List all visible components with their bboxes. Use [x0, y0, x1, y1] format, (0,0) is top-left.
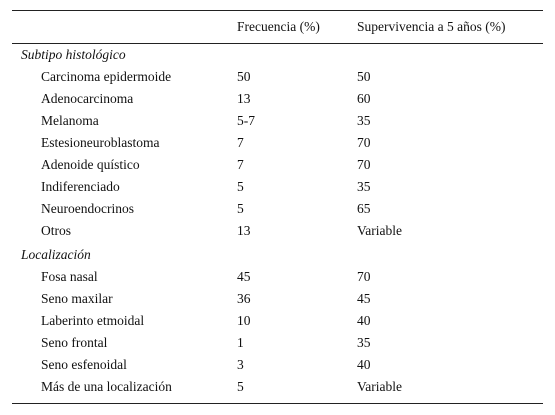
column-header: Supervivencia a 5 años (%): [357, 19, 506, 34]
cell: 35: [357, 179, 371, 194]
cell: 65: [357, 201, 371, 216]
cell: 45: [237, 269, 251, 284]
cell: 7: [237, 135, 244, 150]
row-label: Adenoide quístico: [41, 157, 140, 172]
row-label: Seno frontal: [41, 335, 108, 350]
row-label: Seno maxilar: [41, 291, 113, 306]
cell: 36: [237, 291, 251, 306]
row-label: Adenocarcinoma: [41, 91, 134, 106]
section-title: Localización: [21, 247, 91, 262]
cell: 70: [357, 269, 371, 284]
row-label: Otros: [41, 223, 71, 238]
bottom-rule: [12, 403, 543, 404]
cell: 50: [237, 69, 251, 84]
cell: 5-7: [237, 113, 255, 128]
cell: 3: [237, 357, 244, 372]
row-label: Neuroendocrinos: [41, 201, 134, 216]
cell: 13: [237, 91, 251, 106]
row-label: Más de una localización: [41, 379, 172, 394]
cell: 50: [357, 69, 371, 84]
cell: 60: [357, 91, 371, 106]
top-rule: [12, 10, 543, 11]
section-title: Subtipo histológico: [21, 47, 126, 62]
row-label: Melanoma: [41, 113, 99, 128]
cell: 5: [237, 201, 244, 216]
cell: 40: [357, 313, 371, 328]
cell: 35: [357, 113, 371, 128]
cell: Variable: [357, 379, 402, 394]
cell: 13: [237, 223, 251, 238]
cell: 5: [237, 379, 244, 394]
cell: 45: [357, 291, 371, 306]
cell: 70: [357, 135, 371, 150]
row-label: Carcinoma epidermoide: [41, 69, 172, 84]
cell: 70: [357, 157, 371, 172]
column-header: Frecuencia (%): [237, 19, 320, 34]
cell: 35: [357, 335, 371, 350]
row-label: Seno esfenoidal: [41, 357, 127, 372]
cell: 7: [237, 157, 244, 172]
row-label: Laberinto etmoidal: [41, 313, 145, 328]
cell: 1: [237, 335, 244, 350]
cell: 40: [357, 357, 371, 372]
row-label: Estesioneuroblastoma: [41, 135, 160, 150]
cell: 10: [237, 313, 251, 328]
row-label: Indiferenciado: [41, 179, 120, 194]
row-label: Fosa nasal: [41, 269, 98, 284]
header-rule: [12, 43, 543, 44]
cell: 5: [237, 179, 244, 194]
cell: Variable: [357, 223, 402, 238]
